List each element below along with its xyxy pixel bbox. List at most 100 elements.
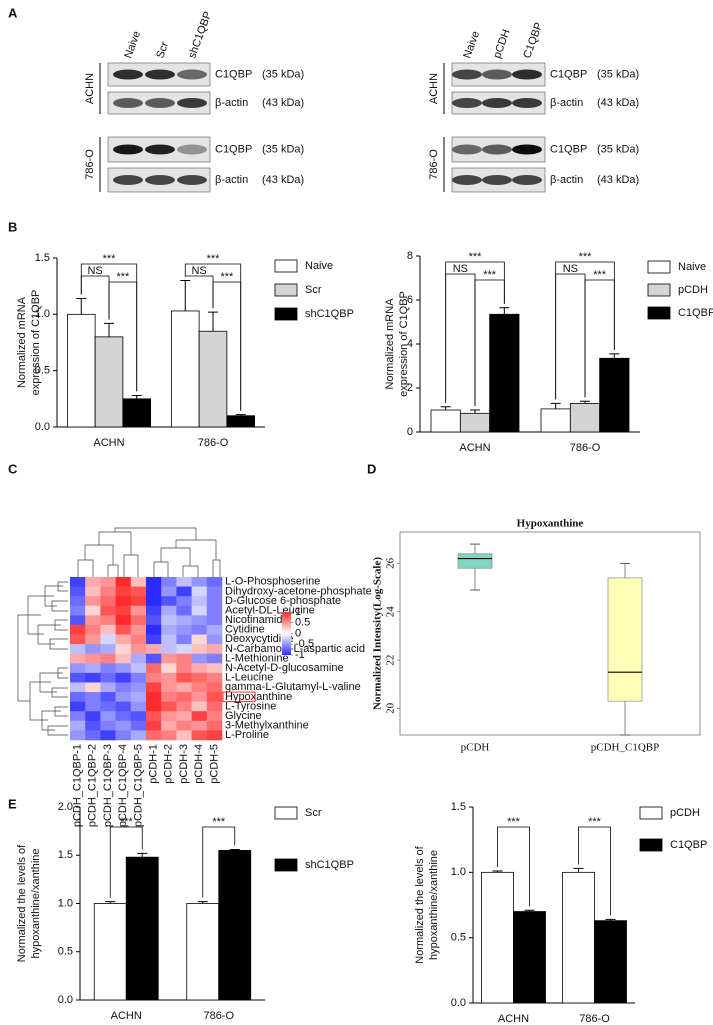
heatmap-cell bbox=[100, 692, 116, 702]
row-highlight bbox=[222, 691, 256, 703]
significance-label: NS bbox=[87, 265, 102, 277]
heatmap-cell bbox=[100, 720, 116, 731]
cell-line-label: 786-O bbox=[428, 149, 440, 180]
colorbar-tick-label: 1 bbox=[295, 606, 301, 618]
blot-band bbox=[482, 98, 512, 108]
heatmap-cell bbox=[100, 615, 116, 626]
size-label: (35 kDa) bbox=[597, 143, 639, 155]
heatmap-cell bbox=[130, 605, 147, 616]
chart-title: Hypoxanthine bbox=[517, 518, 584, 530]
error-bar bbox=[550, 402, 561, 409]
heatmap-cell bbox=[161, 605, 177, 616]
heatmap-cell bbox=[85, 644, 101, 655]
heatmap-cell bbox=[206, 692, 223, 702]
heatmap-cell bbox=[206, 730, 223, 741]
error-bar bbox=[573, 867, 584, 873]
error-bar bbox=[180, 280, 191, 311]
significance-bracket bbox=[578, 826, 611, 916]
size-label: (35 kDa) bbox=[262, 68, 304, 80]
heatmap-cell bbox=[176, 653, 192, 664]
bar bbox=[489, 313, 520, 433]
significance-label: *** bbox=[507, 816, 521, 828]
heatmap-cell bbox=[191, 701, 208, 712]
heatmap-cell bbox=[146, 615, 162, 626]
error-bar bbox=[208, 311, 218, 332]
significance-label: *** bbox=[120, 816, 134, 828]
error-bar bbox=[605, 918, 616, 921]
row-label: gamma-L-Glutamyl-L-valine bbox=[225, 681, 361, 693]
heatmap-cell bbox=[85, 701, 101, 712]
blot-band bbox=[482, 144, 512, 155]
heatmap-cell bbox=[176, 596, 192, 607]
heatmap-cell bbox=[85, 605, 101, 616]
lane-label: Scr bbox=[154, 40, 171, 60]
row-label: N-Acetyl-D-glucosamine bbox=[225, 662, 344, 674]
blot-band bbox=[177, 144, 207, 155]
heatmap-cell bbox=[70, 586, 86, 597]
panel-label: D bbox=[367, 461, 376, 476]
dendrogram bbox=[17, 527, 221, 736]
column-label: pCDH-2 bbox=[163, 744, 175, 784]
column-label: pCDH-5 bbox=[208, 744, 220, 784]
error-bar bbox=[105, 901, 116, 904]
error-bar bbox=[76, 298, 87, 315]
row-label: D-Glucose 6-phosphate bbox=[225, 595, 341, 607]
heatmap-cell bbox=[115, 692, 132, 702]
heatmap-cell bbox=[161, 682, 177, 693]
heatmap-cell bbox=[100, 624, 116, 635]
panel-label: B bbox=[8, 219, 17, 234]
bar bbox=[94, 336, 124, 428]
row-label: N-Carbamoyl-L-aspartic acid bbox=[225, 643, 365, 655]
protein-label: C1QBP bbox=[215, 68, 252, 80]
blot-band bbox=[113, 144, 143, 155]
bar bbox=[481, 871, 514, 1004]
y-tick-label: 20 bbox=[385, 702, 397, 714]
y-tick-label: 0.5 bbox=[451, 932, 466, 944]
legend-swatch bbox=[274, 259, 298, 273]
protein-label: C1QBP bbox=[215, 143, 252, 155]
heatmap-cell bbox=[161, 711, 177, 722]
y-tick-label: 1.5 bbox=[58, 849, 73, 861]
heatmap-cell bbox=[161, 653, 177, 664]
heatmap-cell bbox=[115, 663, 132, 674]
column-label: pCDH_C1QBP-3 bbox=[102, 744, 114, 827]
x-tick-label: 786-O bbox=[579, 1013, 610, 1025]
heatmap-cell bbox=[70, 624, 86, 635]
bar bbox=[170, 310, 200, 428]
legend-swatch bbox=[274, 806, 298, 820]
heatmap-cell bbox=[146, 644, 162, 655]
protein-label: β-actin bbox=[550, 97, 583, 109]
heatmap-cell bbox=[100, 605, 116, 616]
heatmap-cell bbox=[206, 720, 223, 731]
error-bar bbox=[440, 406, 451, 410]
heatmap-cell bbox=[70, 663, 86, 674]
cell-line-label: ACHN bbox=[84, 73, 96, 104]
heatmap-cell bbox=[115, 653, 132, 664]
lane-label: C1QBP bbox=[521, 21, 545, 60]
legend-label: pCDH bbox=[670, 807, 700, 819]
bar bbox=[430, 409, 461, 433]
heatmap-cell bbox=[100, 586, 116, 597]
legend-label: C1QBP bbox=[670, 839, 707, 851]
heatmap-cell bbox=[100, 644, 116, 655]
row-label: 3-Methylxanthine bbox=[225, 720, 309, 732]
colorbar-tick-label: 0.5 bbox=[295, 617, 310, 629]
y-tick-label: 0.0 bbox=[58, 994, 73, 1006]
heatmap-cell bbox=[161, 596, 177, 607]
blot-band bbox=[177, 98, 207, 108]
heatmap-cell bbox=[146, 711, 162, 722]
bar bbox=[594, 920, 627, 1004]
significance-label: *** bbox=[588, 816, 602, 828]
significance-bracket bbox=[202, 826, 236, 898]
heatmap-cell bbox=[85, 663, 101, 674]
bar bbox=[226, 415, 256, 428]
heatmap-cell bbox=[146, 577, 162, 587]
heatmap-cell bbox=[176, 672, 192, 683]
plot-frame bbox=[399, 531, 701, 736]
heatmap-cell bbox=[70, 644, 86, 655]
heatmap-cell bbox=[130, 730, 147, 741]
x-tick-label: 786-O bbox=[198, 437, 229, 449]
heatmap-cell bbox=[85, 596, 101, 607]
bar bbox=[459, 412, 491, 433]
row-label: L-Methionine bbox=[225, 652, 289, 664]
